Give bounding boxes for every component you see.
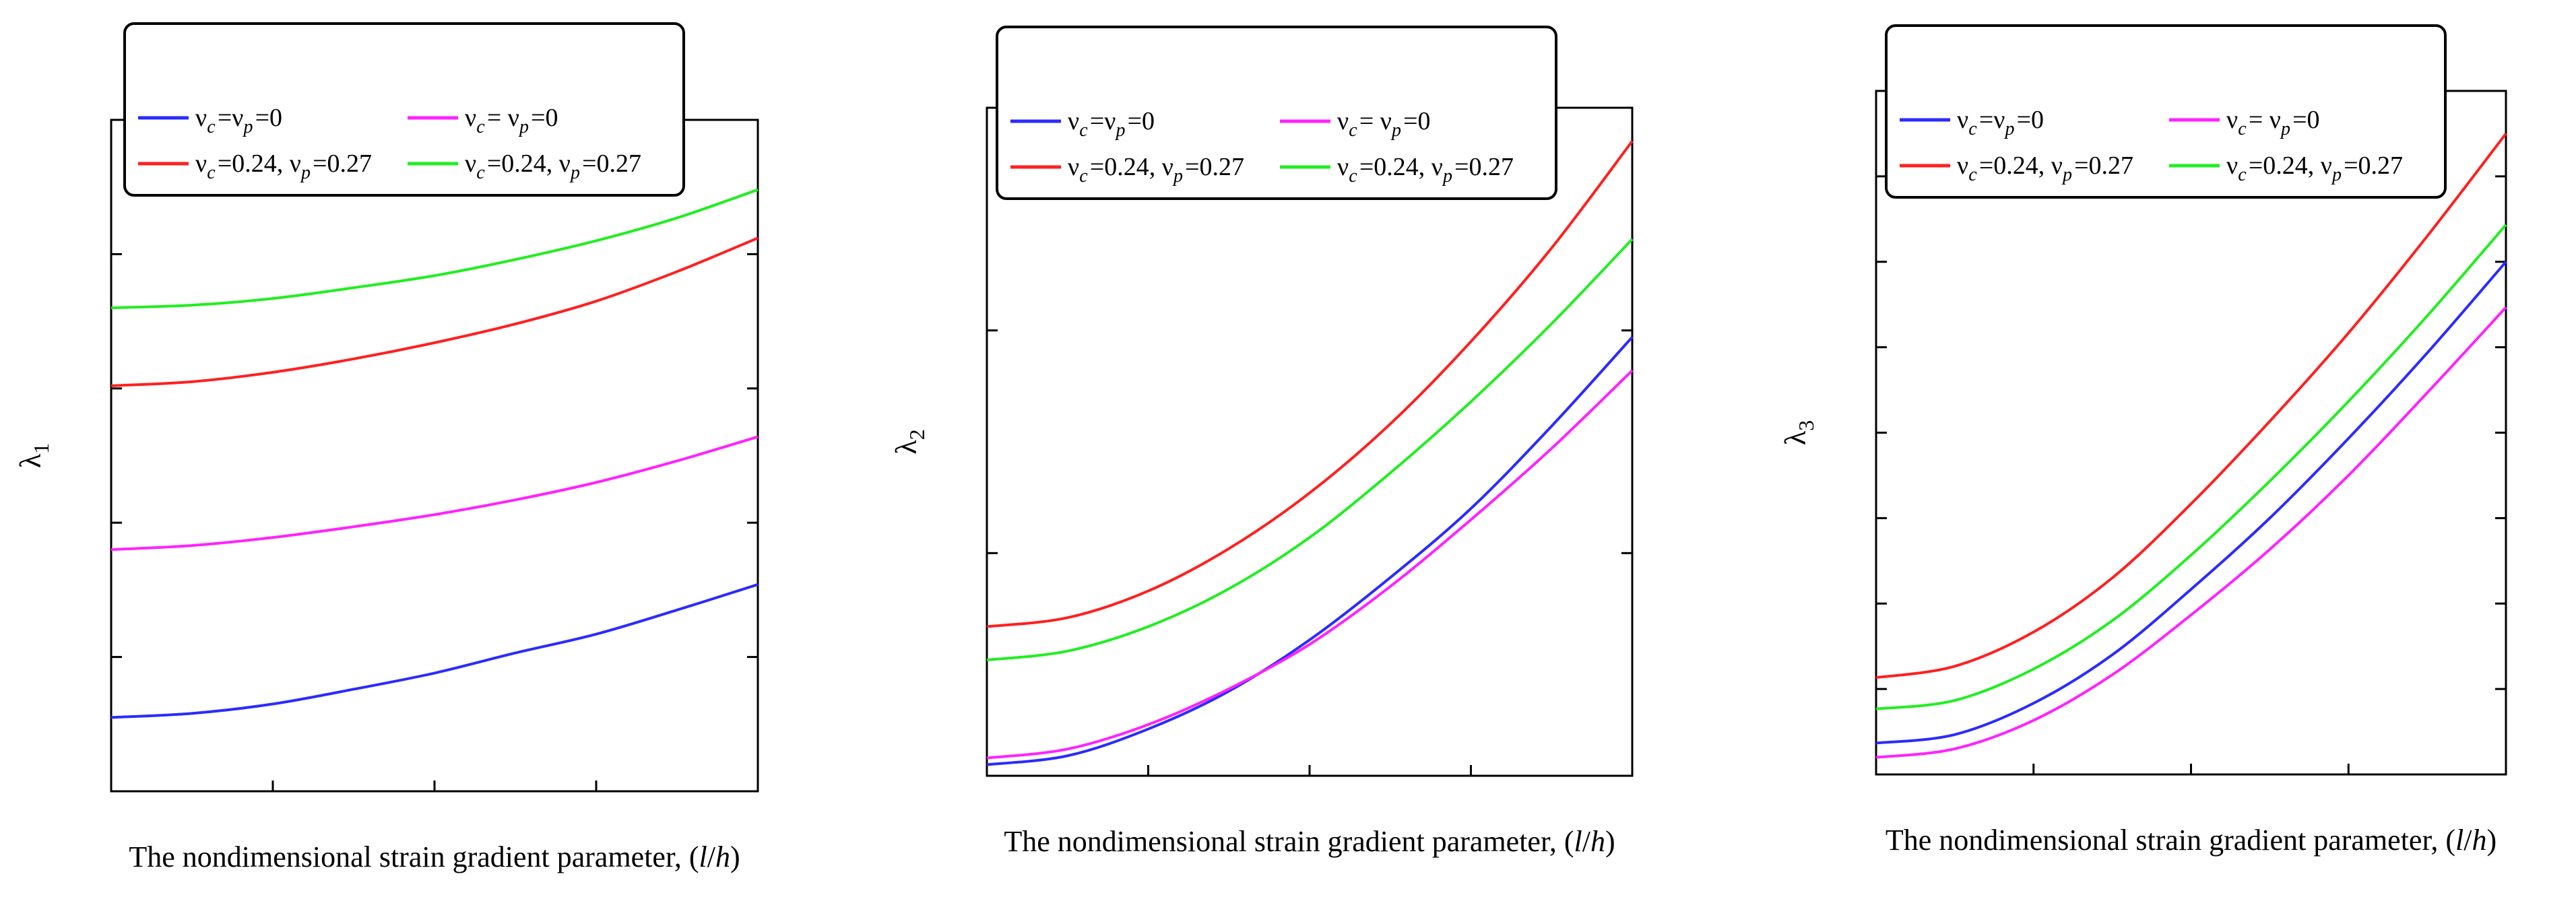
legend-box <box>1885 24 2447 199</box>
legend: νc =νp =0 νc =0.24, νp =0.27 νc = νp =0 νc … <box>996 26 1557 200</box>
chart-panel-2: The nondimensional strain gradient param… <box>890 26 1634 858</box>
chart-panel-3: The nondimensional strain gradient param… <box>1779 24 2507 857</box>
legend-box <box>123 22 685 197</box>
chart-panel-1: The nondimensional strain gradient param… <box>14 22 759 873</box>
series-line-1 <box>110 583 759 719</box>
legend-entry-4: νc =0.24, νp =0.27 <box>1337 153 1514 187</box>
series-line-2 <box>1875 133 2507 679</box>
series-line-4 <box>110 188 759 310</box>
legend: νc =νp =0 νc =0.24, νp =0.27 νc = νp =0 νc … <box>1885 24 2447 199</box>
series-line-3 <box>986 369 1634 760</box>
legend-box <box>996 26 1557 200</box>
series-line-2 <box>110 236 759 387</box>
legend-entry-3: νc = νp =0 <box>465 104 558 137</box>
y-axis-label: λ2 <box>890 429 929 454</box>
series-line-3 <box>1875 306 2507 759</box>
x-axis-label: The nondimensional strain gradient param… <box>129 840 740 873</box>
y-axis-label: λ3 <box>1779 420 1818 445</box>
legend-entry-4: νc =0.24, νp =0.27 <box>465 150 641 183</box>
legend-entry-2: νc =0.24, νp =0.27 <box>195 150 372 183</box>
legend-entry-3: νc = νp =0 <box>2226 106 2320 139</box>
series-line-1 <box>1875 261 2507 745</box>
legend-entry-1: νc =νp =0 <box>1068 107 1155 141</box>
legend: νc =νp =0 νc =0.24, νp =0.27 νc = νp =0 νc … <box>123 22 685 197</box>
legend-entry-1: νc =νp =0 <box>195 104 282 137</box>
legend-entry-2: νc =0.24, νp =0.27 <box>1068 153 1244 187</box>
y-axis-label: λ1 <box>14 443 53 468</box>
legend-entry-1: νc =νp =0 <box>1957 106 2044 139</box>
x-axis-label: The nondimensional strain gradient param… <box>1004 825 1615 858</box>
x-axis-label: The nondimensional strain gradient param… <box>1886 824 2497 857</box>
series-line-3 <box>110 435 759 552</box>
legend-entry-4: νc =0.24, νp =0.27 <box>2226 152 2403 185</box>
series-line-4 <box>986 238 1634 662</box>
plot-frame <box>110 119 759 793</box>
series-line-2 <box>986 140 1634 628</box>
legend-entry-2: νc =0.24, νp =0.27 <box>1957 152 2133 185</box>
series-line-4 <box>1875 224 2507 710</box>
legend-entry-3: νc = νp =0 <box>1337 107 1431 141</box>
series-line-1 <box>986 336 1634 766</box>
